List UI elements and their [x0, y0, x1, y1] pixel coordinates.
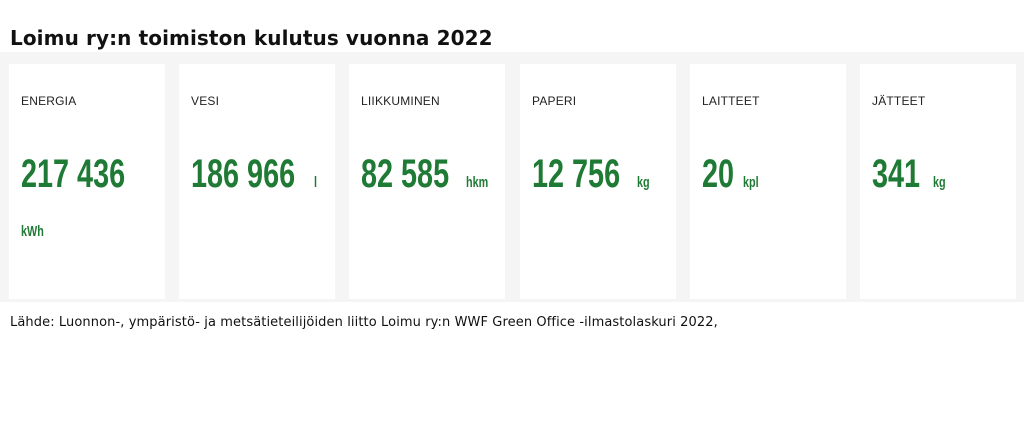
stat-card-energia: ENERGIA 217 436 kWh	[9, 64, 165, 299]
stat-card-paperi: PAPERI 12 756 kg	[520, 64, 676, 299]
stat-number: 82 585	[361, 152, 450, 196]
stat-number: 186 966	[191, 152, 296, 196]
stat-card-vesi: VESI 186 966 l	[179, 64, 335, 299]
stat-label: ENERGIA	[21, 94, 77, 108]
stat-number: 12 756	[532, 152, 621, 196]
stat-card-jatteet: JÄTTEET 341 kg	[860, 64, 1016, 299]
stat-value: 341 kg	[872, 154, 1012, 194]
stat-number: 341	[872, 152, 921, 196]
stat-unit: kg	[636, 174, 650, 191]
stat-unit: kWh	[21, 223, 44, 240]
stats-panel: ENERGIA 217 436 kWh VESI 186 966 l LIIKK…	[0, 52, 1024, 302]
stat-value: 12 756 kg	[532, 154, 672, 194]
stat-unit: l	[314, 174, 318, 191]
stat-label: LAITTEET	[702, 94, 760, 108]
stat-card-laitteet: LAITTEET 20 kpl	[690, 64, 846, 299]
page-title: Loimu ry:n toimiston kulutus vuonna 2022	[10, 26, 493, 50]
stat-label: JÄTTEET	[872, 94, 926, 108]
stat-value: 217 436 kWh	[21, 154, 161, 240]
stat-label: PAPERI	[532, 94, 577, 108]
stat-value: 20 kpl	[702, 154, 842, 194]
stat-value: 186 966 l	[191, 154, 331, 194]
stat-value: 82 585 hkm	[361, 154, 501, 194]
stat-label: LIIKKUMINEN	[361, 94, 440, 108]
stat-number: 217 436	[21, 152, 126, 196]
stat-unit: hkm	[465, 174, 489, 191]
source-note: Lähde: Luonnon-, ympäristö- ja metsätiet…	[10, 315, 718, 330]
stat-label: VESI	[191, 94, 220, 108]
stat-unit: kpl	[742, 174, 759, 191]
stat-number: 20	[702, 152, 735, 196]
stat-unit: kg	[933, 174, 946, 191]
stat-card-liikkuminen: LIIKKUMINEN 82 585 hkm	[349, 64, 505, 299]
